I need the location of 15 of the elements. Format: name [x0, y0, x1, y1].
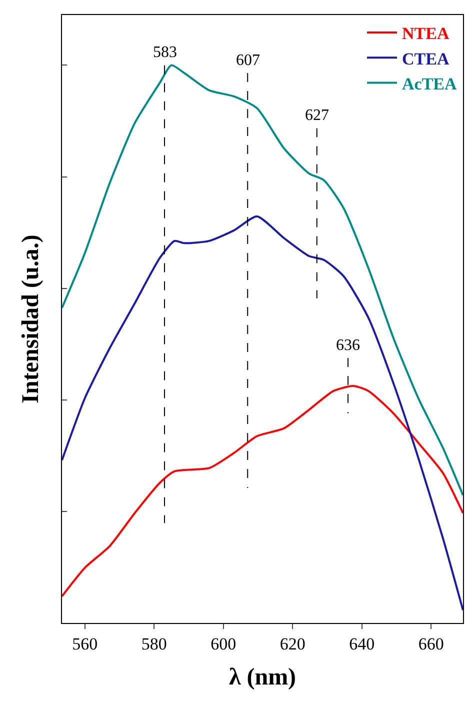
legend-label: AcTEA [402, 74, 458, 94]
x-tick-label: 580 [141, 634, 167, 654]
annotation: 627 [305, 107, 329, 124]
x-tick-label: 600 [210, 634, 236, 654]
y-axis-title: Intensidad (u.a.) [18, 234, 44, 404]
legend-label: NTEA [402, 24, 450, 44]
x-tick-label: 560 [72, 634, 98, 654]
legend-label: CTEA [402, 49, 450, 68]
annotation: 583 [153, 44, 177, 61]
annotation: 607 [236, 52, 260, 69]
x-tick-label: 620 [280, 634, 306, 654]
x-axis-title: λ (nm) [228, 664, 296, 691]
annotation: 636 [336, 337, 360, 354]
x-tick-label: 640 [349, 634, 375, 654]
x-tick-label: 660 [418, 634, 444, 654]
